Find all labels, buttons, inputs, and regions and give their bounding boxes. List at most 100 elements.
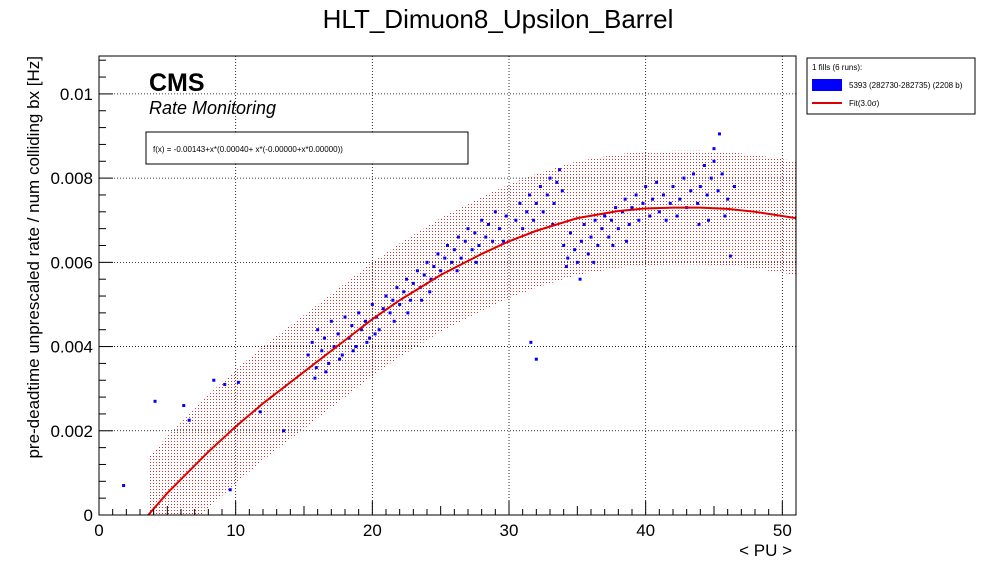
data-point [655,180,659,184]
data-point [707,218,711,222]
data-point [324,370,328,374]
data-point [548,176,552,180]
plot-frame [98,55,797,516]
legend-label-fit: Fit(3.0σ) [849,99,880,108]
data-point [569,231,572,235]
x-tick-label: 10 [226,521,245,540]
data-point [329,319,333,323]
cms-brand-label: CMS [149,69,205,97]
fit-error-band [148,150,796,515]
data-point [340,353,344,357]
fit-formula: f(x) = -0.00143+x*(0.00040+ x*(-0.00000+… [153,145,343,154]
y-tick-label: 0.008 [50,169,93,188]
data-point [558,168,562,172]
data-point [529,340,533,344]
legend-label-data: 5393 (282730-282735) (2208 b) [849,81,963,90]
y-axis-ticks: 0 0.002 0.004 0.006 0.008 0.01 [50,59,113,525]
data-point [473,231,477,235]
data-point [623,197,627,201]
data-point [323,336,326,340]
data-point [705,193,709,197]
data-point [562,243,566,247]
data-point [575,260,579,264]
data-point [630,206,634,210]
data-point [420,298,424,302]
data-point [675,214,679,218]
data-point [610,218,613,222]
data-point [122,484,126,488]
data-point [678,197,682,201]
data-point [493,210,497,214]
x-tick-label: 20 [363,521,382,540]
data-point [712,147,716,151]
data-point [364,319,367,323]
data-point [566,256,570,260]
x-tick-label: 30 [500,521,519,540]
fit-line [147,206,796,515]
chart-title: HLT_Dimuon8_Upsilon_Barrel [323,4,674,34]
formula-box [145,131,469,165]
data-point [332,345,336,349]
data-point [313,376,317,380]
data-point [392,319,396,323]
data-point [648,214,652,218]
data-point [212,378,216,382]
data-point [525,210,529,214]
data-point [514,218,518,222]
data-point [350,324,354,328]
data-point [668,201,672,205]
data-point [306,353,310,357]
data-point [455,269,459,273]
data-point [487,222,490,226]
y-tick-label: 0.004 [50,338,93,357]
data-point [717,132,721,136]
data-point [534,201,538,205]
data-point [381,307,385,311]
data-point [651,197,654,201]
data-point [521,227,525,231]
data-point [551,222,555,226]
data-point [354,345,358,349]
data-point [484,235,488,239]
data-point [373,332,377,336]
data-point [728,254,732,258]
data-point [593,218,597,222]
data-point [616,227,620,231]
data-point [182,404,186,408]
data-point [697,222,701,226]
data-point [497,227,501,231]
data-point [552,201,556,205]
data-point [398,302,402,306]
data-point [641,201,645,205]
data-point [351,349,355,353]
data-point [702,163,706,167]
x-tick-label: 40 [636,521,655,540]
data-point [422,273,426,277]
data-point [153,399,157,403]
data-point [532,218,536,222]
data-point [661,193,665,197]
data-point [370,302,374,306]
data-point [314,366,318,370]
x-axis-ticks: 0 10 20 30 40 50 [94,501,797,540]
data-point [723,214,727,218]
data-point [518,201,522,205]
data-point [384,294,388,298]
data-point [282,429,285,433]
data-point [627,222,631,226]
data-point [480,218,484,222]
data-point [428,290,432,294]
data-point [657,210,661,214]
y-tick-label: 0 [84,506,93,525]
data-point [573,248,577,252]
data-point [402,290,406,294]
data-point [596,243,600,247]
data-point [463,239,467,243]
data-point [187,418,191,422]
data-point [592,260,596,264]
legend-swatch-data [812,79,842,91]
data-point [452,248,456,252]
data-point [439,269,443,273]
data-point [411,281,415,285]
data-point [446,243,449,247]
